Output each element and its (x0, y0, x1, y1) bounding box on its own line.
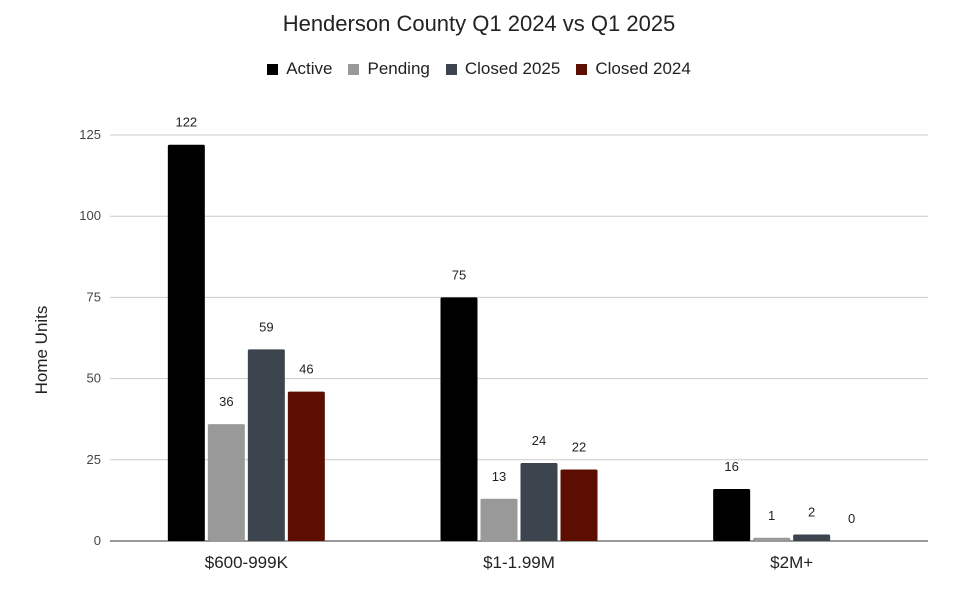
data-label: 22 (572, 440, 586, 455)
bar (440, 297, 478, 541)
data-label: 1 (768, 508, 775, 523)
bar (207, 424, 245, 541)
bar (560, 469, 598, 541)
legend-item-active[interactable]: Active (267, 59, 332, 79)
legend-label-closed-2025: Closed 2025 (464, 59, 561, 78)
legend-item-pending[interactable]: Pending (348, 59, 430, 79)
y-tick-label: 50 (87, 371, 101, 386)
bar (753, 537, 791, 541)
data-label: 36 (219, 394, 233, 409)
bar (247, 349, 285, 541)
y-tick-label: 125 (79, 127, 101, 142)
legend-label-active: Active (286, 59, 333, 78)
y-tick-label: 0 (94, 533, 101, 548)
y-axis-title: Home Units (32, 306, 51, 395)
chart-title: Henderson County Q1 2024 vs Q1 2025 (282, 11, 676, 36)
bar (287, 391, 325, 541)
bar (167, 144, 205, 541)
bar (793, 534, 831, 541)
y-tick-label: 75 (87, 289, 101, 304)
legend-swatch-closed-2024 (576, 63, 588, 75)
legend-label-closed-2024: Closed 2024 (595, 59, 691, 78)
legend-item-closed-2024[interactable]: Closed 2024 (576, 59, 691, 79)
data-label: 2 (808, 505, 815, 520)
data-label: 59 (259, 319, 273, 334)
data-label: 75 (452, 267, 466, 282)
x-tick-label: $2M+ (770, 553, 813, 572)
data-label: 16 (724, 459, 738, 474)
legend-label-pending: Pending (367, 59, 430, 78)
legend-swatch-active (267, 63, 279, 75)
data-label: 13 (492, 469, 506, 484)
legend-swatch-pending (348, 63, 360, 75)
x-tick-label: $600-999K (205, 553, 289, 572)
bar (713, 489, 751, 541)
y-tick-label: 100 (79, 208, 101, 223)
chart-legend: Active Pending Closed 2025 Closed 2024 (0, 59, 958, 79)
data-label: 122 (175, 115, 197, 130)
bar (480, 498, 518, 541)
x-tick-label: $1-1.99M (483, 553, 555, 572)
data-label: 24 (532, 433, 546, 448)
data-label: 0 (848, 511, 855, 526)
legend-swatch-closed-2025 (445, 63, 457, 75)
y-tick-label: 25 (87, 452, 101, 467)
bar (520, 463, 558, 541)
legend-item-closed-2025[interactable]: Closed 2025 (445, 59, 561, 79)
data-label: 46 (299, 362, 313, 377)
